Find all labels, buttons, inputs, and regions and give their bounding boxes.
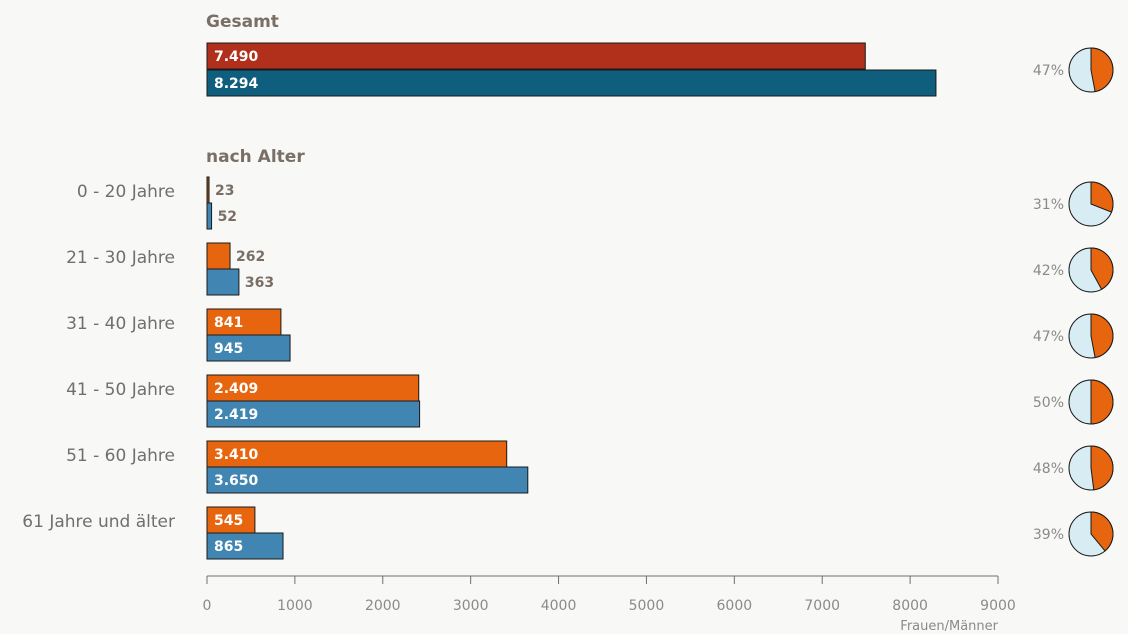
age-group-label: 51 - 60 Jahre xyxy=(66,446,175,466)
men-bar-label: 865 xyxy=(214,539,243,555)
age-group-label: 61 Jahre und älter xyxy=(22,512,175,532)
x-tick-label: 5000 xyxy=(629,598,665,614)
x-tick-label: 3000 xyxy=(453,598,489,614)
women-bar-label: 841 xyxy=(214,315,243,331)
women-bar xyxy=(206,308,282,336)
women-bar-label: 545 xyxy=(214,513,243,529)
share-label: 42% xyxy=(1033,263,1064,279)
men-bar-label: 2.419 xyxy=(214,407,258,423)
total-men-bar-label: 8.294 xyxy=(214,76,259,92)
total-women-bar xyxy=(206,42,866,70)
age-group-label: 41 - 50 Jahre xyxy=(66,380,175,400)
x-tick-label: 0 xyxy=(203,598,212,614)
women-bar-label: 2.409 xyxy=(214,381,258,397)
men-bar xyxy=(206,268,240,296)
men-bar xyxy=(206,202,213,230)
age-group-label: 21 - 30 Jahre xyxy=(66,248,175,268)
women-bar xyxy=(206,374,420,402)
share-pie-women-slice xyxy=(1090,247,1114,290)
total-women-bar-label: 7.490 xyxy=(214,49,259,65)
x-axis: 0 1000 2000 3000 4000 5000 6000 7000 8000 9000 xyxy=(203,575,1016,614)
men-bar xyxy=(206,400,421,428)
x-tick-label: 7000 xyxy=(804,598,840,614)
age-group-label: 31 - 40 Jahre xyxy=(66,314,175,334)
women-bar xyxy=(206,176,210,204)
total-men-bar xyxy=(206,69,937,97)
x-tick-label: 9000 xyxy=(980,598,1016,614)
share-label: 50% xyxy=(1033,395,1064,411)
bars-layer: 7.490 8.294 0 - 20 Jahre 23 52 21 - 30 Jahre 2… xyxy=(22,42,937,560)
women-bar-label: 23 xyxy=(215,183,234,199)
men-bar-label: 52 xyxy=(218,209,237,225)
share-label: 47% xyxy=(1033,329,1064,345)
share-label: 39% xyxy=(1033,527,1064,543)
x-tick-label: 6000 xyxy=(717,598,753,614)
total-pie-women-slice xyxy=(1090,47,1114,93)
x-tick-label: 8000 xyxy=(892,598,928,614)
share-pie-women-slice xyxy=(1090,379,1114,425)
share-label: 31% xyxy=(1033,197,1064,213)
x-tick-label: 2000 xyxy=(365,598,401,614)
age-group-label: 0 - 20 Jahre xyxy=(77,182,175,202)
men-bar xyxy=(206,334,291,362)
share-pie-women-slice xyxy=(1090,511,1114,552)
women-bar-label: 262 xyxy=(236,249,265,265)
men-bar-label: 3.650 xyxy=(214,473,259,489)
women-bar-label: 3.410 xyxy=(214,447,259,463)
share-pie-women-slice xyxy=(1090,181,1114,213)
x-tick-label: 4000 xyxy=(541,598,577,614)
share-label: 48% xyxy=(1033,461,1064,477)
share-pie-women-slice xyxy=(1090,313,1114,359)
x-tick-label: 1000 xyxy=(277,598,313,614)
women-bar xyxy=(206,242,231,270)
men-bar-label: 363 xyxy=(245,275,274,291)
total-share-label: 47% xyxy=(1033,63,1064,79)
men-bar-label: 945 xyxy=(214,341,243,357)
total-section-title: Gesamt xyxy=(206,12,279,32)
share-pie-women-slice xyxy=(1090,445,1114,491)
men-bar xyxy=(206,466,529,494)
pies-layer: 47% 31% 42% 47% 50% 48% 39% xyxy=(1033,47,1114,557)
men-bar xyxy=(206,532,284,560)
age-section-title: nach Alter xyxy=(206,147,305,167)
x-axis-title: Frauen/Männer xyxy=(900,619,998,634)
